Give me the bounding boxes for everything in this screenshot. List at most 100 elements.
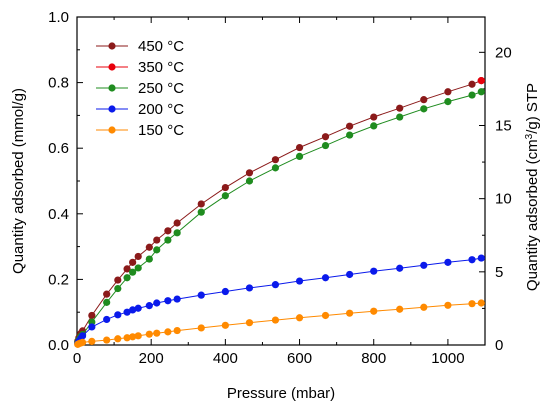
data-point [88, 318, 96, 326]
data-point [129, 258, 137, 266]
y2-tick-label: 15 [495, 117, 512, 134]
data-point [420, 105, 428, 113]
data-point [245, 319, 254, 327]
data-point [321, 311, 330, 320]
data-point [396, 264, 404, 272]
data-point [164, 297, 172, 305]
y2-tick-label: 5 [495, 264, 503, 281]
x-tick-label: 600 [287, 350, 312, 367]
data-point [370, 267, 378, 275]
data-point [271, 316, 280, 324]
data-point [271, 281, 280, 289]
data-point [295, 152, 304, 160]
legend-marker [108, 42, 116, 50]
data-point [123, 334, 131, 342]
y-tick-label: 0.8 [48, 75, 69, 92]
x-axis-title: Pressure (mbar) [227, 385, 335, 402]
data-point [346, 270, 354, 279]
data-point [468, 80, 476, 88]
data-point [145, 302, 153, 310]
legend-label: 200 °C [138, 101, 184, 118]
x-tick-label: 1000 [431, 350, 464, 367]
data-point [370, 113, 378, 121]
data-point [88, 311, 96, 320]
data-point [396, 104, 404, 112]
legend-label: 450 °C [138, 38, 184, 55]
legend-marker [108, 105, 116, 113]
data-point [103, 298, 111, 306]
data-point [444, 258, 452, 266]
x-tick-label: 400 [213, 350, 238, 367]
data-point [396, 305, 404, 313]
legend-marker [108, 84, 116, 92]
data-point [173, 229, 181, 237]
data-point [103, 315, 111, 324]
data-point [114, 284, 122, 293]
legend-label: 250 °C [138, 80, 184, 97]
y-axis-title: Quantity adsorbed (mmol/g) [10, 88, 27, 274]
data-point [295, 143, 304, 152]
data-point [321, 141, 330, 150]
data-point [271, 164, 280, 172]
data-point [295, 277, 304, 285]
data-point [129, 333, 137, 341]
data-point [197, 291, 205, 299]
data-point [153, 246, 161, 254]
data-point [221, 321, 229, 329]
data-point [129, 306, 137, 314]
data-point [370, 122, 378, 130]
y2-tick-label: 10 [495, 191, 512, 208]
data-point [346, 309, 354, 317]
data-point [78, 338, 87, 346]
y-tick-label: 0.2 [48, 271, 69, 288]
legend: 450 °C 350 °C 250 °C 200 °C 150 °C [96, 38, 184, 139]
data-point [346, 122, 354, 130]
data-point [444, 88, 452, 96]
data-point [153, 236, 161, 244]
y2-axis-title-tail: /g) STP [524, 83, 541, 134]
data-point [477, 77, 485, 85]
y-tick-label: 1.0 [48, 9, 69, 26]
data-point [164, 236, 172, 244]
data-point [420, 96, 428, 104]
data-point [321, 274, 330, 282]
data-point [197, 324, 205, 332]
data-point [197, 208, 205, 216]
data-point [197, 200, 205, 208]
axis-ticks: 0 200 400 600 800 1000 0.0 0.2 0.4 0.6 0.8 1.0 0 5 10 1… [48, 9, 512, 367]
series-layer [74, 77, 485, 348]
data-point [221, 183, 229, 192]
data-point [173, 326, 181, 335]
legend-marker [108, 126, 116, 134]
y2-tick-label: 20 [495, 44, 512, 61]
data-point [164, 227, 172, 235]
data-point [134, 332, 142, 340]
data-point [123, 308, 131, 316]
data-point [78, 332, 87, 340]
data-point [129, 268, 137, 276]
data-point [88, 337, 96, 345]
data-point [321, 133, 330, 141]
data-point [145, 255, 153, 263]
data-point [173, 295, 181, 303]
series-4 [74, 299, 485, 348]
data-point [153, 299, 161, 307]
data-point [295, 314, 304, 322]
legend-label: 350 °C [138, 59, 184, 76]
data-point [468, 256, 476, 264]
data-point [134, 252, 142, 261]
data-point [346, 131, 354, 139]
y-tick-label: 0.4 [48, 206, 69, 223]
data-point [88, 323, 96, 331]
y2-axis-title-superscript: 3 [524, 133, 535, 139]
data-point [134, 264, 142, 272]
x-tick-label: 800 [361, 350, 386, 367]
data-point [444, 98, 452, 106]
data-point [477, 254, 485, 262]
data-point [420, 261, 428, 269]
series-1 [477, 77, 485, 85]
y2-axis-title-main: Quantity adsorbed (cm [524, 139, 541, 291]
data-point [114, 276, 122, 284]
data-point [396, 113, 404, 121]
